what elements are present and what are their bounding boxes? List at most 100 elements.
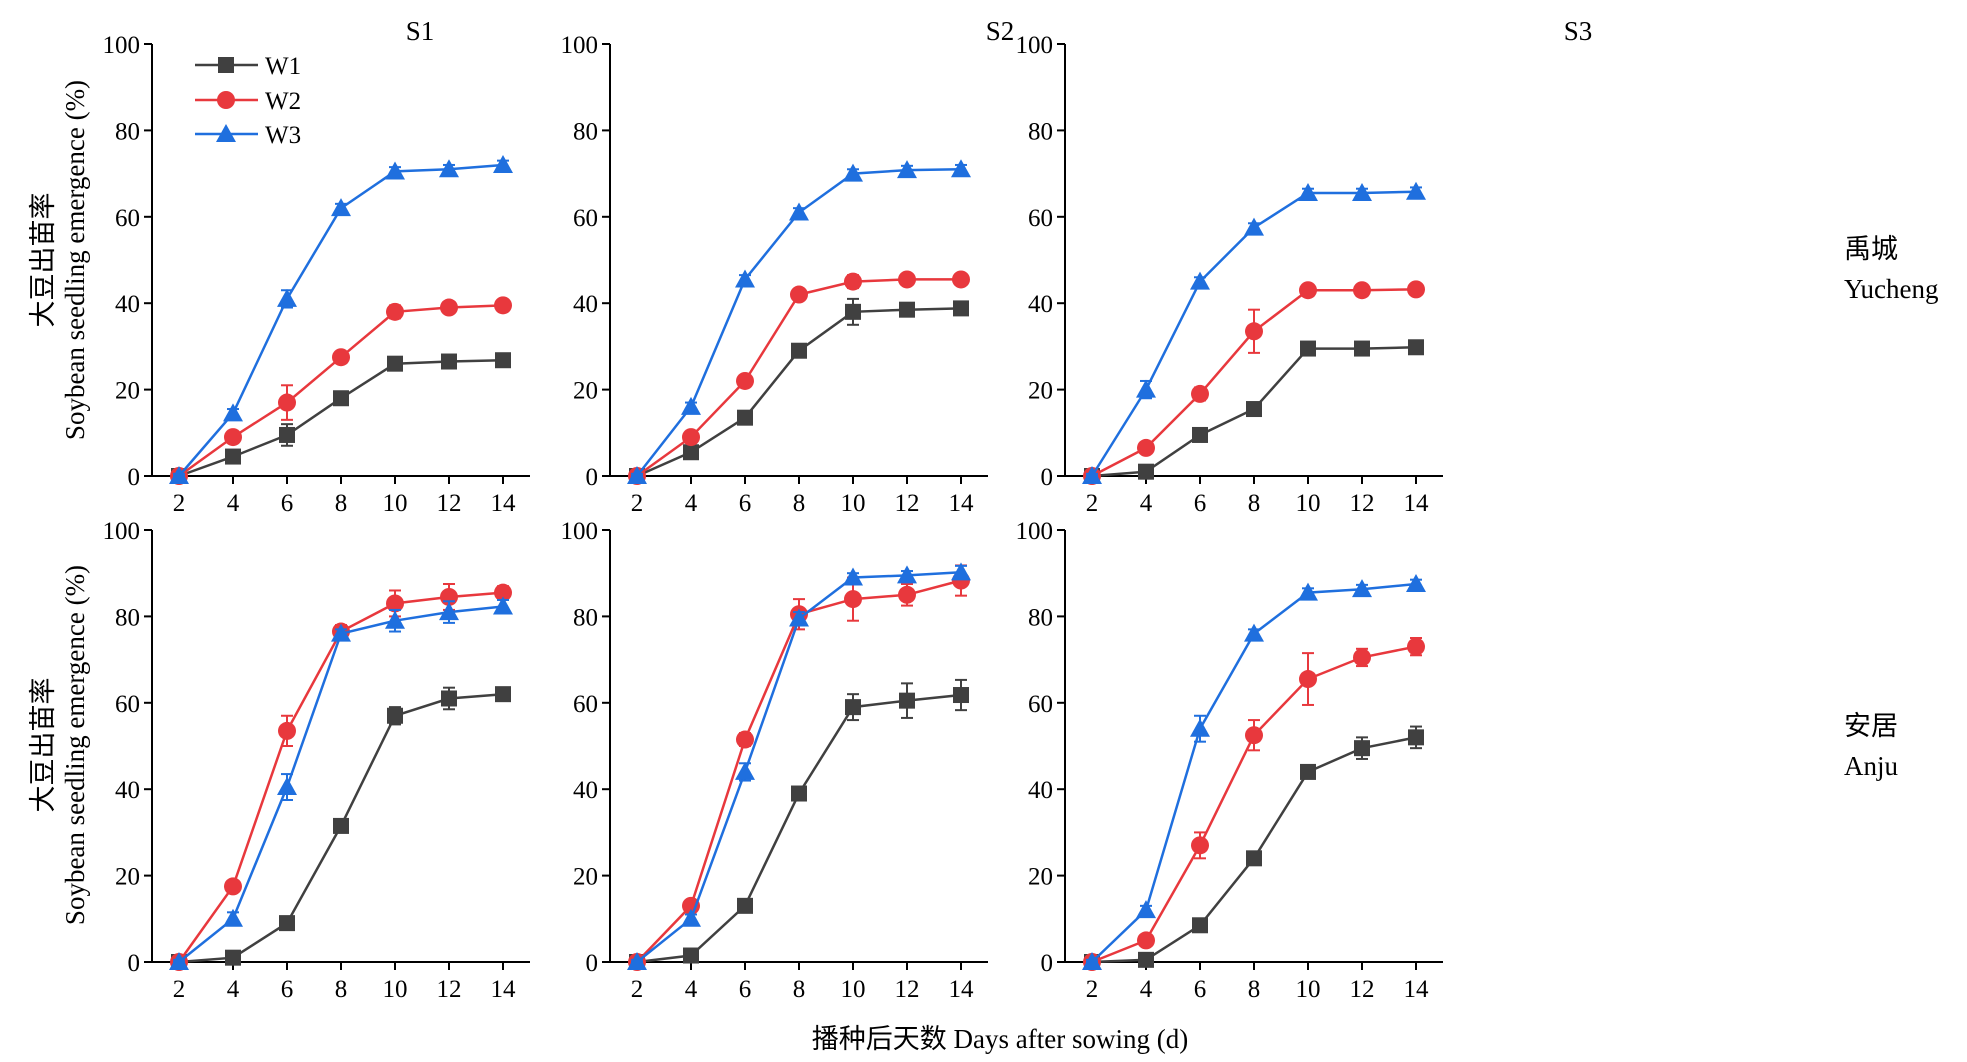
data-point-w3	[735, 761, 755, 780]
y-tick-label: 40	[1028, 777, 1053, 804]
data-point-w3	[789, 608, 809, 627]
y-tick-label: 20	[115, 864, 140, 891]
data-point-w1	[333, 817, 349, 834]
x-tick-label: 2	[631, 976, 644, 1003]
data-point-w1	[1192, 917, 1208, 934]
data-point-w1	[225, 949, 241, 966]
x-tick-label: 10	[1296, 976, 1321, 1003]
legend: W1 W2 W3	[195, 53, 301, 149]
x-tick-label: 4	[227, 490, 240, 517]
data-point-w1	[1300, 763, 1316, 780]
x-tick-label: 12	[1350, 976, 1375, 1003]
data-point-w1	[1192, 426, 1208, 443]
data-point-w1	[899, 692, 915, 709]
data-point-w3	[1298, 183, 1318, 202]
y-tick-label: 100	[561, 32, 599, 59]
data-point-w2	[332, 348, 350, 367]
data-point-w2	[224, 877, 242, 896]
y-axis-title-cn: 大豆出苗率	[28, 678, 58, 813]
data-point-w3	[493, 596, 513, 615]
y-tick-label: 0	[128, 464, 141, 491]
data-point-w3	[843, 163, 863, 182]
data-point-w2	[1137, 931, 1155, 950]
x-tick-label: 6	[739, 490, 752, 517]
data-point-w2	[1191, 836, 1209, 855]
data-point-w1	[737, 897, 753, 914]
data-point-w3	[331, 198, 351, 217]
y-axis-title-en: Soybean seedling emergence (%)	[60, 565, 90, 925]
data-point-w3	[385, 161, 405, 180]
y-tick-label: 0	[1041, 464, 1054, 491]
x-tick-label: 10	[383, 976, 408, 1003]
x-tick-label: 10	[841, 490, 866, 517]
data-point-w2	[1191, 384, 1209, 403]
y-tick-label: 40	[115, 777, 140, 804]
data-point-w1	[1408, 729, 1424, 746]
x-tick-label: 14	[949, 976, 975, 1003]
data-point-w2	[1407, 637, 1425, 656]
row-label-yucheng-cn: 禹城	[1844, 234, 1898, 264]
data-point-w1	[791, 342, 807, 359]
y-tick-label: 80	[115, 604, 140, 631]
data-point-w1	[953, 687, 969, 704]
row-label-anju-cn: 安居	[1844, 711, 1898, 741]
data-point-w2	[736, 730, 754, 749]
data-point-w3	[1406, 181, 1426, 200]
data-point-w2	[1299, 670, 1317, 689]
y-tick-label: 20	[115, 378, 140, 405]
x-tick-label: 6	[1194, 976, 1207, 1003]
data-point-w2	[844, 272, 862, 291]
x-tick-label: 8	[1248, 976, 1261, 1003]
data-point-w1	[1138, 463, 1154, 480]
y-tick-label: 0	[128, 950, 141, 977]
data-point-w3	[627, 952, 647, 970]
y-tick-label: 100	[1016, 32, 1054, 59]
data-point-w2	[844, 590, 862, 609]
y-tick-label: 60	[1028, 205, 1053, 232]
y-tick-label: 40	[115, 291, 140, 318]
panel-yucheng-s3: 0 20 40 60 80 100 2 4 6 8 10 12 14	[1016, 32, 1443, 517]
data-point-w3	[681, 908, 701, 927]
x-tick-label: 8	[793, 490, 806, 517]
data-point-w2	[1353, 648, 1371, 667]
data-point-w3	[439, 159, 459, 178]
data-point-w2	[224, 428, 242, 447]
y-tick-label: 80	[573, 118, 598, 145]
data-point-w2	[1299, 281, 1317, 300]
panel-yucheng-s2: 0 20 40 60 80 100 2 4 6 8 10 12 14	[561, 32, 988, 517]
data-point-w1	[387, 355, 403, 372]
x-tick-label: 4	[685, 490, 698, 517]
x-axis-title: 播种后天数 Days after sowing (d)	[812, 1024, 1188, 1054]
data-point-w2	[386, 302, 404, 321]
legend-label-w3: W3	[265, 122, 301, 149]
data-point-w3	[843, 567, 863, 586]
x-tick-label: 4	[227, 976, 240, 1003]
data-point-w3	[277, 777, 297, 796]
data-point-w1	[1138, 951, 1154, 968]
data-point-w3	[385, 610, 405, 629]
data-point-w3	[439, 602, 459, 621]
y-tick-label: 60	[1028, 691, 1053, 718]
data-point-w2	[790, 285, 808, 304]
data-point-w3	[493, 154, 513, 173]
data-point-w3	[1082, 952, 1102, 970]
y-axis-title-cn: 大豆出苗率	[28, 193, 58, 328]
panel-anju-s3: 0 20 40 60 80 100 2 4 6 8 10 12 14	[1016, 518, 1443, 1003]
x-tick-label: 12	[1350, 490, 1375, 517]
data-point-w3	[951, 159, 971, 178]
x-tick-label: 10	[383, 490, 408, 517]
x-tick-label: 6	[281, 490, 294, 517]
y-tick-label: 100	[103, 32, 141, 59]
data-point-w3	[1352, 579, 1372, 598]
column-title-s1: S1	[406, 16, 435, 46]
data-point-w3	[897, 160, 917, 179]
y-tick-label: 40	[573, 777, 598, 804]
data-point-w3	[681, 396, 701, 415]
data-point-w3	[1136, 900, 1156, 919]
data-point-w3	[735, 269, 755, 288]
data-point-w1	[441, 690, 457, 707]
data-point-w3	[1190, 271, 1210, 290]
legend-marker-w1	[218, 57, 234, 73]
x-tick-label: 4	[1140, 490, 1153, 517]
